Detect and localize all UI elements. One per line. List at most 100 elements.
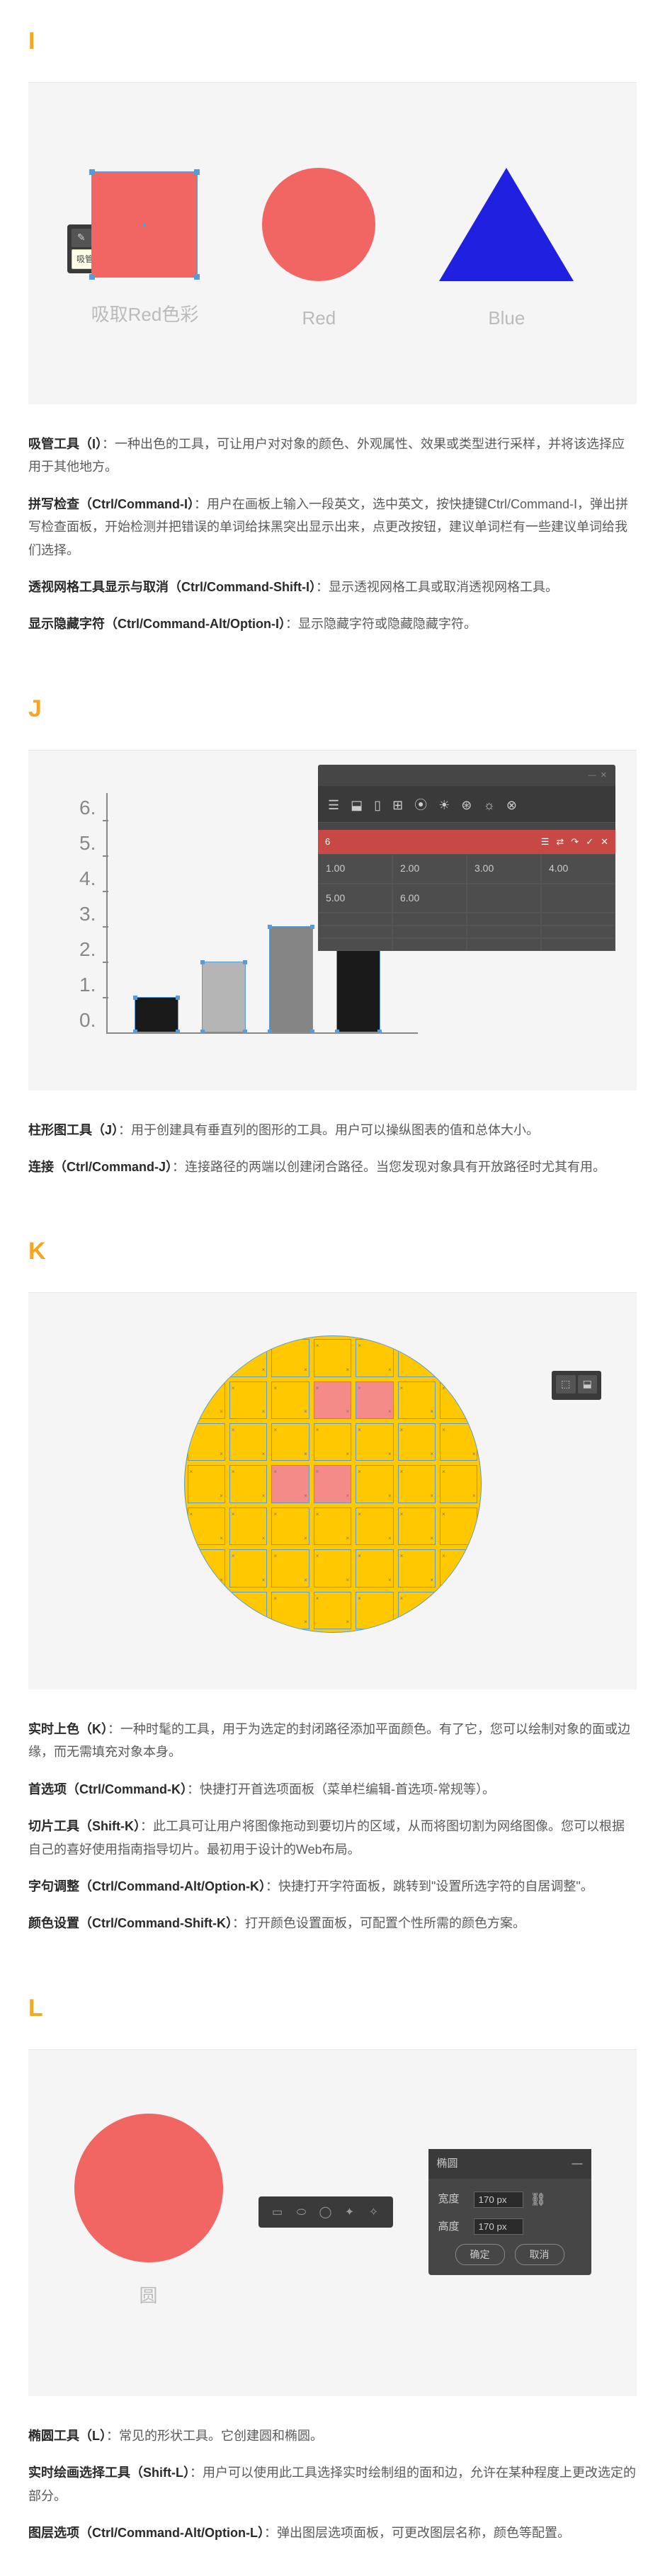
paint-cell[interactable] [188, 1592, 225, 1629]
graph-data-grid[interactable]: 1.002.003.004.00 5.006.00 [318, 854, 615, 952]
data-cell[interactable]: 2.00 [392, 854, 467, 884]
paint-cell[interactable] [188, 1549, 225, 1587]
paint-cell[interactable] [440, 1592, 477, 1629]
graph-type-icon[interactable]: ⊛ [461, 794, 472, 816]
graph-type-icon[interactable]: ▯ [374, 794, 381, 816]
data-cell[interactable] [392, 913, 467, 925]
data-cell[interactable] [318, 913, 392, 925]
paint-cell[interactable] [271, 1549, 309, 1587]
data-cell[interactable]: 1.00 [318, 854, 392, 884]
paint-cell[interactable] [314, 1508, 351, 1545]
paint-cell[interactable] [271, 1508, 309, 1545]
paint-cell[interactable] [356, 1381, 393, 1419]
data-cell[interactable] [541, 925, 615, 938]
paint-cell[interactable] [314, 1465, 351, 1503]
paint-cell[interactable] [271, 1381, 309, 1419]
paint-cell[interactable] [440, 1423, 477, 1461]
height-input[interactable] [474, 2218, 523, 2235]
paint-cell[interactable] [271, 1465, 309, 1503]
data-cell[interactable] [467, 913, 541, 925]
data-cell[interactable] [467, 884, 541, 913]
data-cell[interactable]: 3.00 [467, 854, 541, 884]
paint-cell[interactable] [229, 1423, 267, 1461]
link-icon[interactable]: ⛓ [530, 2189, 547, 2211]
paint-cell[interactable] [271, 1339, 309, 1377]
data-cell[interactable]: 6.00 [392, 884, 467, 913]
data-cell[interactable] [318, 938, 392, 951]
paint-cell[interactable] [229, 1508, 267, 1545]
paint-cell[interactable] [314, 1592, 351, 1629]
graph-type-icon[interactable]: ⬓ [351, 794, 363, 816]
ellipse-dialog[interactable]: 椭圆— 宽度 ⛓ 高度 确定 取消 [428, 2149, 591, 2275]
cancel-button[interactable]: 取消 [515, 2244, 564, 2265]
graph-type-icon[interactable]: ☀ [438, 794, 450, 816]
graph-type-icon[interactable]: ⦿ [414, 794, 427, 816]
live-paint-select-icon[interactable]: ⬓ [578, 1375, 598, 1394]
paint-cell[interactable] [398, 1592, 436, 1629]
shape-tool-icon[interactable]: ▭ [269, 2204, 286, 2221]
paint-cell[interactable] [271, 1423, 309, 1461]
paint-cell[interactable] [440, 1508, 477, 1545]
graph-type-tabs[interactable]: ☰ ⬓ ▯ ⊞ ⦿ ☀ ⊛ ☼ ⊗ [318, 786, 615, 823]
graph-type-icon[interactable]: ☰ [328, 794, 339, 816]
data-cell[interactable] [467, 938, 541, 951]
graph-data-dialog[interactable]: —✕ ☰⬓▯⊞⦿☀⊛☼⊗ 6 ☰⇄↷✓✕ 1.002.003.004.005.0… [318, 765, 615, 952]
graph-type-icon[interactable]: ⊗ [506, 794, 517, 816]
data-cell[interactable] [541, 938, 615, 951]
data-cell[interactable] [541, 884, 615, 913]
paint-cell[interactable] [314, 1381, 351, 1419]
graph-type-icon[interactable]: ☼ [483, 794, 495, 816]
data-cell[interactable] [392, 925, 467, 938]
paint-cell[interactable] [229, 1592, 267, 1629]
shape-toolbar[interactable]: ▭ ⬭ ◯ ✦ ✧ [258, 2196, 393, 2228]
paint-cell[interactable] [398, 1465, 436, 1503]
paint-cell[interactable] [398, 1423, 436, 1461]
paint-cell[interactable] [188, 1423, 225, 1461]
paint-cell[interactable] [314, 1339, 351, 1377]
paint-cell[interactable] [356, 1549, 393, 1587]
paint-cell[interactable] [188, 1465, 225, 1503]
ok-button[interactable]: 确定 [455, 2244, 505, 2265]
eyedropper-icon[interactable]: ✎ [72, 229, 91, 247]
paint-cell[interactable] [229, 1381, 267, 1419]
paint-cell[interactable] [229, 1549, 267, 1587]
paint-cell[interactable] [398, 1381, 436, 1419]
i-desc-0t: ：一种出色的工具，可让用户对对象的颜色、外观属性、效果或类型进行采样，并将该选择… [28, 437, 625, 474]
data-cell[interactable] [467, 925, 541, 938]
paint-cell[interactable] [314, 1549, 351, 1587]
paint-cell[interactable] [398, 1508, 436, 1545]
graph-input-row[interactable]: 6 ☰⇄↷✓✕ [318, 830, 615, 854]
graph-type-icon[interactable]: ⊞ [392, 794, 403, 816]
shape-tool-icon[interactable]: ✧ [365, 2204, 382, 2221]
paint-cell[interactable] [356, 1592, 393, 1629]
data-cell[interactable]: 5.00 [318, 884, 392, 913]
paint-cell[interactable] [398, 1339, 436, 1377]
shape-tool-icon[interactable]: ◯ [317, 2204, 334, 2221]
width-input[interactable] [474, 2192, 523, 2208]
paint-cell[interactable] [440, 1465, 477, 1503]
paint-cell[interactable] [356, 1465, 393, 1503]
paint-cell[interactable] [440, 1381, 477, 1419]
paint-cell[interactable] [440, 1549, 477, 1587]
paint-cell[interactable] [314, 1423, 351, 1461]
close-icon[interactable]: ✕ [601, 834, 608, 850]
paint-cell[interactable] [398, 1549, 436, 1587]
paint-cell[interactable] [229, 1465, 267, 1503]
shape-tool-icon[interactable]: ⬭ [293, 2204, 310, 2221]
data-cell[interactable] [318, 925, 392, 938]
paint-cell[interactable] [271, 1592, 309, 1629]
shape-tool-icon[interactable]: ✦ [341, 2204, 358, 2221]
graph-input[interactable]: 6 [325, 834, 330, 850]
data-cell[interactable]: 4.00 [541, 854, 615, 884]
paint-cell[interactable] [356, 1339, 393, 1377]
paint-cell[interactable] [440, 1339, 477, 1377]
paint-cell[interactable] [188, 1339, 225, 1377]
data-cell[interactable] [541, 913, 615, 925]
data-cell[interactable] [392, 938, 467, 951]
paint-cell[interactable] [188, 1381, 225, 1419]
live-paint-icon[interactable]: ⬚ [556, 1375, 576, 1394]
paint-cell[interactable] [229, 1339, 267, 1377]
paint-cell[interactable] [356, 1508, 393, 1545]
paint-cell[interactable] [356, 1423, 393, 1461]
paint-cell[interactable] [188, 1508, 225, 1545]
